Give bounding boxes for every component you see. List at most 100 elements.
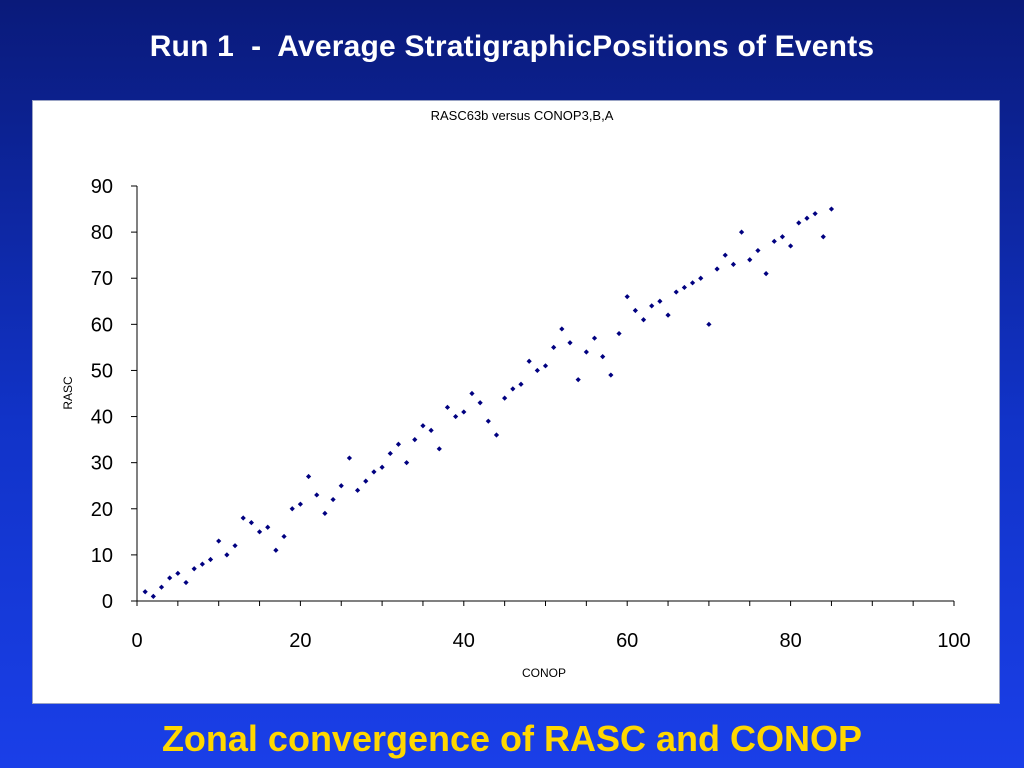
data-point: [354, 487, 361, 493]
data-point: [493, 432, 500, 438]
scatter-chart: RASC63b versus CONOP3,B,A RASC CONOP 0 10…: [61, 108, 971, 680]
data-point: [771, 238, 777, 244]
data-point: [649, 303, 655, 309]
data-point: [567, 340, 573, 346]
data-point: [632, 307, 638, 314]
data-point: [150, 593, 156, 599]
data-point: [812, 211, 818, 217]
data-point: [142, 589, 148, 595]
data-point: [256, 529, 263, 535]
data-point: [665, 312, 671, 318]
data-point: [828, 206, 835, 212]
data-point: [420, 423, 426, 429]
data-point: [591, 335, 598, 341]
data-point: [640, 317, 647, 323]
data-point: [207, 556, 214, 563]
data-points: [142, 206, 835, 599]
data-point: [747, 257, 753, 263]
data-point: [216, 538, 222, 544]
data-point: [191, 566, 197, 572]
y-tick-label: 50: [91, 360, 113, 382]
data-point: [305, 473, 312, 480]
data-point: [763, 271, 769, 277]
y-tick-label: 20: [91, 499, 113, 521]
data-point: [412, 437, 418, 443]
y-tick-label: 10: [91, 545, 113, 567]
data-point: [387, 450, 393, 457]
data-point: [297, 501, 303, 507]
data-point: [265, 524, 271, 530]
data-point: [518, 381, 524, 387]
x-axis-label: CONOP: [522, 666, 566, 680]
data-point: [444, 404, 451, 410]
y-tick-label: 70: [91, 268, 113, 290]
data-point: [600, 354, 606, 360]
data-point: [224, 552, 230, 558]
data-point: [363, 478, 369, 484]
data-point: [167, 575, 173, 581]
data-point: [453, 413, 459, 420]
data-point: [820, 234, 826, 240]
data-point: [240, 515, 246, 521]
chart-panel: RASC63b versus CONOP3,B,A RASC CONOP 0 10…: [32, 100, 1000, 704]
data-point: [583, 349, 589, 355]
data-point: [616, 330, 622, 337]
x-tick-label: 0: [131, 630, 142, 652]
data-point: [436, 446, 442, 452]
x-tick-label: 40: [453, 630, 475, 652]
data-point: [706, 321, 712, 327]
y-tick-label: 30: [91, 453, 113, 475]
data-point: [273, 547, 279, 553]
data-point: [755, 247, 761, 254]
data-point: [689, 280, 696, 286]
data-point: [330, 496, 336, 503]
data-point: [698, 275, 704, 281]
y-tick-label: 40: [91, 407, 113, 429]
slide-title: Run 1 - Average StratigraphicPositions o…: [149, 30, 875, 63]
data-point: [371, 469, 377, 475]
data-point: [199, 561, 205, 567]
data-point: [526, 358, 532, 364]
data-point: [730, 261, 737, 267]
data-point: [551, 344, 557, 350]
data-point: [477, 400, 483, 406]
data-point: [722, 252, 728, 258]
data-point: [738, 229, 745, 235]
data-point: [624, 294, 630, 300]
data-point: [788, 243, 794, 249]
x-tick-label: 100: [937, 630, 970, 652]
axes: 0 10 20 30 40 50 60 70 80 90 0 20 40 60 80 100: [91, 176, 971, 652]
data-point: [657, 298, 663, 304]
y-tick-label: 0: [102, 591, 113, 613]
data-point: [183, 579, 189, 586]
data-point: [232, 543, 238, 549]
slide-caption: Zonal convergence of RASC and CONOP: [161, 718, 863, 759]
y-tick-label: 90: [91, 176, 113, 198]
data-point: [248, 520, 254, 526]
data-point: [673, 289, 679, 295]
chart-title: RASC63b versus CONOP3,B,A: [431, 108, 614, 123]
data-point: [404, 460, 410, 466]
data-point: [714, 266, 720, 272]
data-point: [681, 284, 687, 291]
data-point: [461, 409, 467, 415]
data-point: [804, 215, 810, 221]
data-point: [510, 386, 516, 392]
data-point: [559, 326, 565, 332]
data-point: [338, 483, 344, 489]
data-point: [314, 492, 320, 498]
data-point: [469, 390, 475, 397]
y-tick-label: 60: [91, 314, 113, 336]
x-tick-label: 20: [289, 630, 311, 652]
data-point: [428, 427, 434, 433]
data-point: [158, 584, 165, 590]
data-point: [779, 234, 786, 240]
data-point: [395, 441, 402, 447]
data-point: [346, 455, 353, 461]
x-tick-label: 80: [779, 630, 801, 652]
data-point: [534, 367, 540, 374]
data-point: [542, 363, 549, 369]
y-axis-label: RASC: [61, 376, 75, 410]
y-tick-label: 80: [91, 222, 113, 244]
data-point: [281, 533, 287, 540]
